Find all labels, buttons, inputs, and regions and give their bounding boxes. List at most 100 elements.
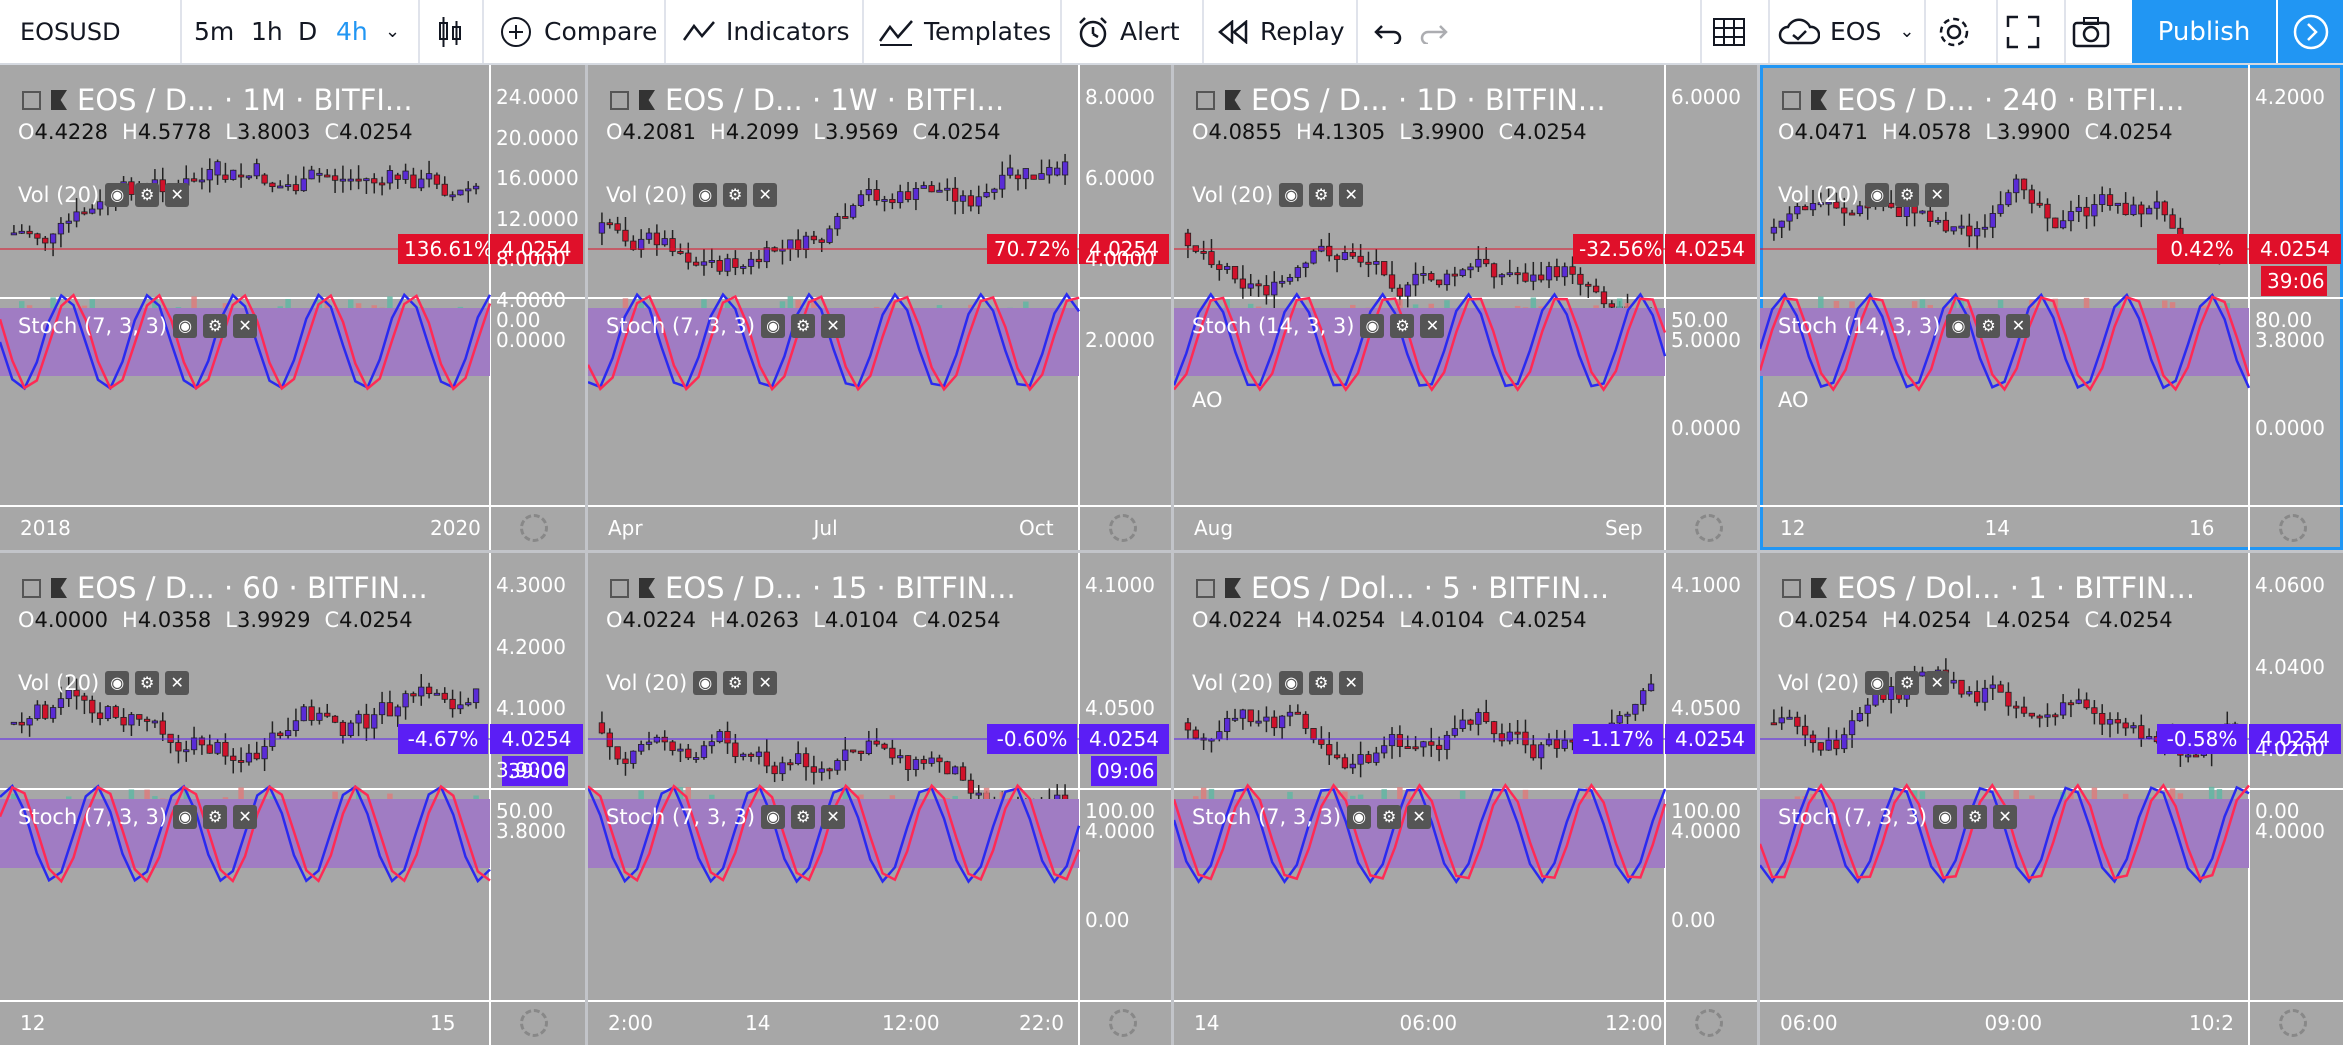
publish-button[interactable]: Publish xyxy=(2132,0,2276,63)
eye-icon[interactable]: ◉ xyxy=(1946,314,1971,338)
chart-canvas[interactable] xyxy=(1760,65,2343,550)
pane-title[interactable]: EOS / Dol... · 1 · BITFIN... xyxy=(1782,571,2195,605)
close-icon[interactable]: ✕ xyxy=(1925,671,1950,695)
gear-icon[interactable]: ⚙ xyxy=(203,805,228,829)
chart-pane-p4[interactable]: EOS / D... · 240 · BITFI... O4.0471 H4.057… xyxy=(1760,65,2343,550)
collapse-box-icon[interactable] xyxy=(1196,578,1215,598)
flag-icon[interactable] xyxy=(639,578,655,598)
gear-icon[interactable]: ⚙ xyxy=(1309,671,1334,695)
gear-icon[interactable]: ⚙ xyxy=(791,314,816,338)
pane-title[interactable]: EOS / D... · 1D · BITFIN... xyxy=(1196,83,1606,117)
stoch-legend[interactable]: Stoch (14, 3, 3) ◉ ⚙ ✕ xyxy=(1778,314,2031,338)
chart-pane-p1[interactable]: EOS / D... · 1M · BITFI... O4.4228 H4.5778… xyxy=(0,65,585,550)
chart-pane-p6[interactable]: EOS / D... · 15 · BITFIN... O4.0224 H4.026… xyxy=(588,553,1171,1045)
flag-icon[interactable] xyxy=(1811,90,1827,110)
close-icon[interactable]: ✕ xyxy=(753,183,778,207)
chart-canvas[interactable] xyxy=(588,553,1171,1045)
snapshot-button[interactable] xyxy=(2072,0,2110,63)
gear-icon[interactable]: ⚙ xyxy=(1895,183,1920,207)
pane-title[interactable]: EOS / D... · 1W · BITFI... xyxy=(610,83,1004,117)
pane-title[interactable]: EOS / Dol... · 5 · BITFIN... xyxy=(1196,571,1609,605)
pane-settings-gear-icon[interactable] xyxy=(1695,1009,1723,1037)
flag-icon[interactable] xyxy=(639,90,655,110)
pane-settings-gear-icon[interactable] xyxy=(1109,1009,1137,1037)
eye-icon[interactable]: ◉ xyxy=(1865,671,1890,695)
volume-legend[interactable]: Vol (20) ◉ ⚙ ✕ xyxy=(1192,671,1364,695)
close-icon[interactable]: ✕ xyxy=(1407,805,1432,829)
close-icon[interactable]: ✕ xyxy=(821,314,846,338)
eye-icon[interactable]: ◉ xyxy=(1347,805,1372,829)
flag-icon[interactable] xyxy=(1225,90,1241,110)
interval-5m[interactable]: 5m xyxy=(194,0,234,63)
redo-button[interactable] xyxy=(1420,0,1450,63)
compare-button[interactable]: Compare xyxy=(500,0,657,63)
close-icon[interactable]: ✕ xyxy=(1993,805,2018,829)
gear-icon[interactable]: ⚙ xyxy=(1309,183,1334,207)
close-icon[interactable]: ✕ xyxy=(821,805,846,829)
pane-settings-gear-icon[interactable] xyxy=(2279,1009,2307,1037)
eye-icon[interactable]: ◉ xyxy=(173,314,198,338)
gear-icon[interactable]: ⚙ xyxy=(791,805,816,829)
gear-icon[interactable]: ⚙ xyxy=(135,183,160,207)
gear-icon[interactable]: ⚙ xyxy=(1895,671,1920,695)
volume-legend[interactable]: Vol (20) ◉ ⚙ ✕ xyxy=(606,183,778,207)
fullscreen-button[interactable] xyxy=(2006,0,2040,63)
pane-title[interactable]: EOS / D... · 15 · BITFIN... xyxy=(610,571,1016,605)
close-icon[interactable]: ✕ xyxy=(233,805,258,829)
chart-pane-p3[interactable]: EOS / D... · 1D · BITFIN... O4.0855 H4.130… xyxy=(1174,65,1757,550)
chart-pane-p7[interactable]: EOS / Dol... · 5 · BITFIN... O4.0224 H4.02… xyxy=(1174,553,1757,1045)
settings-button[interactable] xyxy=(1936,0,1972,63)
collapse-box-icon[interactable] xyxy=(1782,578,1801,598)
replay-button[interactable]: Replay xyxy=(1218,0,1345,63)
undo-button[interactable] xyxy=(1372,0,1402,63)
gear-icon[interactable]: ⚙ xyxy=(1377,805,1402,829)
gear-icon[interactable]: ⚙ xyxy=(1976,314,2001,338)
close-icon[interactable]: ✕ xyxy=(2006,314,2031,338)
close-icon[interactable]: ✕ xyxy=(1339,671,1364,695)
eye-icon[interactable]: ◉ xyxy=(1360,314,1385,338)
collapse-box-icon[interactable] xyxy=(22,578,41,598)
chart-style-button[interactable] xyxy=(436,0,464,63)
interval-dropdown-icon[interactable]: ⌄ xyxy=(385,21,401,42)
chart-pane-p8[interactable]: EOS / Dol... · 1 · BITFIN... O4.0254 H4.02… xyxy=(1760,553,2343,1045)
volume-legend[interactable]: Vol (20) ◉ ⚙ ✕ xyxy=(1778,183,1950,207)
pane-title[interactable]: EOS / D... · 1M · BITFI... xyxy=(22,83,413,117)
stoch-legend[interactable]: Stoch (7, 3, 3) ◉ ⚙ ✕ xyxy=(1192,805,1432,829)
collapse-box-icon[interactable] xyxy=(610,578,629,598)
eye-icon[interactable]: ◉ xyxy=(761,805,786,829)
volume-legend[interactable]: Vol (20) ◉ ⚙ ✕ xyxy=(18,671,190,695)
eye-icon[interactable]: ◉ xyxy=(1279,671,1304,695)
templates-button[interactable]: Templates xyxy=(878,0,1051,63)
pane-title[interactable]: EOS / D... · 60 · BITFIN... xyxy=(22,571,428,605)
ao-legend[interactable]: AO xyxy=(1192,388,1223,412)
chart-pane-p2[interactable]: EOS / D... · 1W · BITFI... O4.2081 H4.2099… xyxy=(588,65,1171,550)
stoch-legend[interactable]: Stoch (14, 3, 3) ◉ ⚙ ✕ xyxy=(1192,314,1445,338)
pane-settings-gear-icon[interactable] xyxy=(520,514,548,542)
gear-icon[interactable]: ⚙ xyxy=(203,314,228,338)
close-icon[interactable]: ✕ xyxy=(1420,314,1445,338)
stoch-legend[interactable]: Stoch (7, 3, 3) ◉ ⚙ ✕ xyxy=(606,805,846,829)
pane-settings-gear-icon[interactable] xyxy=(1109,514,1137,542)
collapse-box-icon[interactable] xyxy=(610,90,629,110)
flag-icon[interactable] xyxy=(51,578,67,598)
interval-4h[interactable]: 4h xyxy=(336,0,368,63)
pane-settings-gear-icon[interactable] xyxy=(1695,514,1723,542)
flag-icon[interactable] xyxy=(1811,578,1827,598)
chart-canvas[interactable] xyxy=(0,65,585,550)
close-icon[interactable]: ✕ xyxy=(753,671,778,695)
chart-pane-p5[interactable]: EOS / D... · 60 · BITFIN... O4.0000 H4.035… xyxy=(0,553,585,1045)
stoch-legend[interactable]: Stoch (7, 3, 3) ◉ ⚙ ✕ xyxy=(606,314,846,338)
pane-settings-gear-icon[interactable] xyxy=(520,1009,548,1037)
gear-icon[interactable]: ⚙ xyxy=(1963,805,1988,829)
eye-icon[interactable]: ◉ xyxy=(105,183,130,207)
gear-icon[interactable]: ⚙ xyxy=(723,671,748,695)
eye-icon[interactable]: ◉ xyxy=(173,805,198,829)
indicators-button[interactable]: Indicators xyxy=(682,0,850,63)
eye-icon[interactable]: ◉ xyxy=(1279,183,1304,207)
eye-icon[interactable]: ◉ xyxy=(105,671,130,695)
interval-1h[interactable]: 1h xyxy=(251,0,283,63)
pane-settings-gear-icon[interactable] xyxy=(2279,514,2307,542)
eye-icon[interactable]: ◉ xyxy=(1933,805,1958,829)
symbol-search[interactable]: EOSUSD xyxy=(20,0,121,63)
collapse-box-icon[interactable] xyxy=(22,90,41,110)
